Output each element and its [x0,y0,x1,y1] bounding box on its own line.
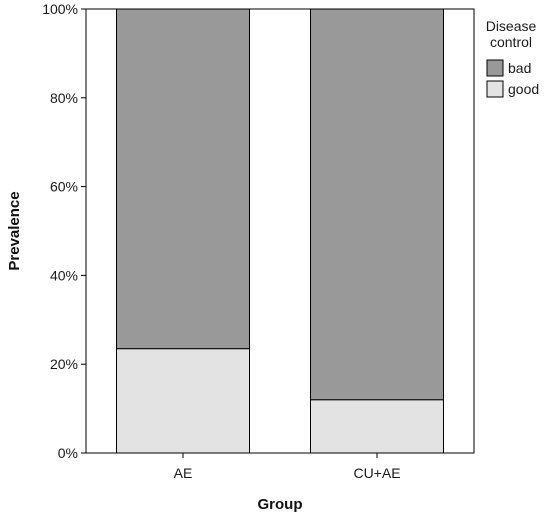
y-axis: 0% 20% 40% 60% 80% 100% [42,1,86,461]
y-tick-label: 40% [50,267,78,283]
x-tick-label: AE [174,465,193,481]
y-tick-label: 80% [50,90,78,106]
legend-title-line-1: Disease [486,18,537,34]
x-tick-label: CU+AE [353,465,400,481]
bar-ae-bad [116,8,250,350]
y-tick-label: 60% [50,179,78,195]
bar-cu-ae-bad [310,8,444,401]
legend-swatch-bad [486,59,504,77]
legend: Disease control bad good [486,18,539,98]
y-tick-label: 0% [58,445,78,461]
legend-swatch-good [486,80,504,98]
bar-cu-ae-good [310,399,444,454]
x-axis: AE CU+AE [174,453,401,481]
y-axis-title: Prevalence [6,191,23,270]
bar-ae-good [116,348,250,454]
bars-group [116,8,444,454]
x-axis-title: Group [258,496,303,513]
legend-title-line-2: control [490,34,532,50]
legend-items: bad good [486,59,539,98]
y-tick-label: 100% [42,1,78,17]
legend-label-bad: bad [508,60,531,76]
legend-label-good: good [508,81,539,97]
plot-frame [85,8,475,454]
y-tick-label: 20% [50,356,78,372]
